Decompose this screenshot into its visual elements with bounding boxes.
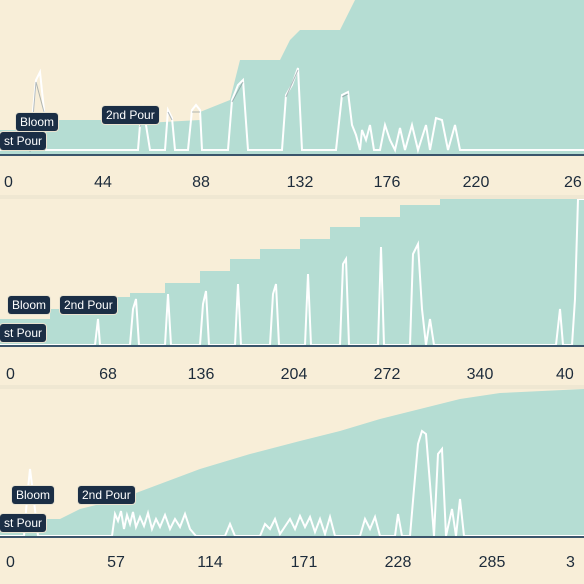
x-tick-label: 0 xyxy=(6,366,15,383)
pour-chart-1 xyxy=(0,0,584,156)
x-tick-label: 26 xyxy=(564,174,582,191)
x-tick-label: 272 xyxy=(373,366,401,383)
x-tick-label: 40 xyxy=(556,366,574,383)
x-tick-label: 171 xyxy=(290,554,318,571)
panel-divider xyxy=(0,195,584,199)
x-tick-label: 88 xyxy=(192,174,210,191)
x-tick-label: 204 xyxy=(280,366,308,383)
second-pour-label: 2nd Pour xyxy=(60,296,117,314)
brew-graph-panel-1: Bloom st Pour 2nd Pour 0 44 88 132 176 2… xyxy=(0,0,584,195)
pour-chart-2 xyxy=(0,199,584,347)
bloom-label: Bloom xyxy=(12,486,55,504)
second-pour-label: 2nd Pour xyxy=(102,106,159,124)
brew-graph-panel-3: Bloom 2nd Pour st Pour 0 57 114 171 228 … xyxy=(0,389,584,584)
bloom-label: Bloom xyxy=(16,113,59,131)
x-tick-label: 340 xyxy=(466,366,494,383)
pour-chart-3 xyxy=(0,389,584,538)
x-tick-label: 228 xyxy=(384,554,412,571)
cumulative-weight-area xyxy=(0,199,584,345)
x-tick-label: 220 xyxy=(462,174,490,191)
x-tick-label: 136 xyxy=(187,366,215,383)
x-tick-label: 0 xyxy=(6,554,15,571)
x-tick-label: 176 xyxy=(373,174,401,191)
x-tick-label: 44 xyxy=(94,174,112,191)
x-tick-label: 0 xyxy=(4,174,13,191)
x-tick-label: 114 xyxy=(197,554,223,571)
x-tick-label: 57 xyxy=(107,554,125,571)
flow-spikes xyxy=(0,429,584,538)
x-tick-label: 132 xyxy=(286,174,314,191)
panel-divider xyxy=(0,385,584,389)
cumulative-weight-area xyxy=(0,0,584,155)
x-tick-label: 68 xyxy=(99,366,117,383)
cumulative-weight-area xyxy=(0,389,584,537)
x-tick-label: 285 xyxy=(478,554,506,571)
first-pour-label: st Pour xyxy=(0,324,47,342)
bloom-label: Bloom xyxy=(8,296,51,314)
first-pour-label: st Pour xyxy=(0,514,47,532)
x-tick-label: 3 xyxy=(566,554,575,571)
first-pour-label: st Pour xyxy=(0,132,47,150)
brew-graph-panel-2: Bloom 2nd Pour st Pour 0 68 136 204 272 … xyxy=(0,199,584,385)
second-pour-label: 2nd Pour xyxy=(78,486,135,504)
